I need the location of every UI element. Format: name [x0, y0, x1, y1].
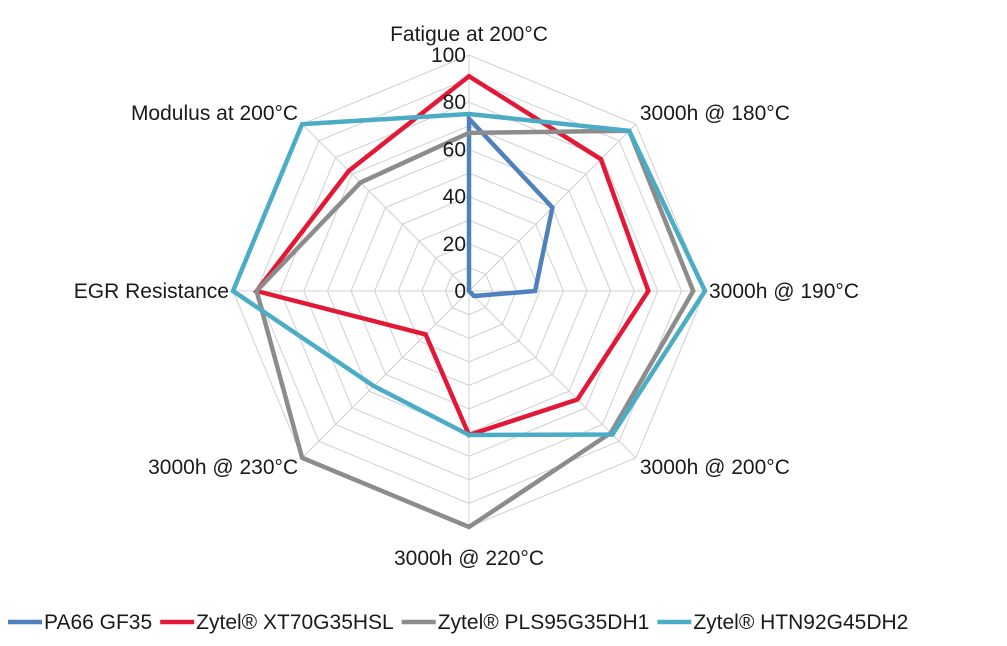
- axis-label: EGR Resistance: [74, 280, 229, 303]
- tick-label: 20: [443, 233, 466, 256]
- axis-label: 3000h @ 190°C: [709, 280, 859, 303]
- tick-label: 100: [431, 44, 466, 67]
- axis-label: 3000h @ 200°C: [640, 456, 790, 479]
- legend-label: Zytel® PLS95G35DH1: [438, 611, 650, 634]
- grid-spoke: [301, 123, 470, 292]
- series-line-2: [254, 128, 696, 530]
- axis-label: 3000h @ 230°C: [148, 456, 298, 479]
- tick-label: 60: [443, 138, 466, 161]
- legend-label: PA66 GF35: [44, 611, 152, 634]
- tick-label: 80: [443, 91, 466, 114]
- tick-label: 0: [454, 280, 466, 303]
- legend: PA66 GF35 Zytel® XT70G35HSL Zytel® PLS95G3…: [8, 611, 908, 634]
- axis-label: Modulus at 200°C: [131, 102, 298, 125]
- legend-label: Zytel® XT70G35HSL: [196, 611, 394, 634]
- axis-label: 3000h @ 220°C: [394, 547, 544, 570]
- radar-series: [230, 73, 708, 530]
- legend-label: Zytel® HTN92G45DH2: [693, 611, 908, 634]
- series-line-0: [466, 113, 555, 299]
- tick-label: 40: [443, 186, 466, 209]
- grid-spoke: [301, 290, 470, 459]
- axis-label: 3000h @ 180°C: [640, 102, 790, 125]
- series-line-3: [230, 111, 708, 438]
- radial-tick-labels: 0 20 40 60 80 100: [431, 44, 466, 303]
- grid-spoke: [468, 290, 637, 459]
- axis-labels: Fatigue at 200°C 3000h @ 180°C 3000h @ 190…: [74, 23, 859, 570]
- axis-label: Fatigue at 200°C: [390, 23, 548, 46]
